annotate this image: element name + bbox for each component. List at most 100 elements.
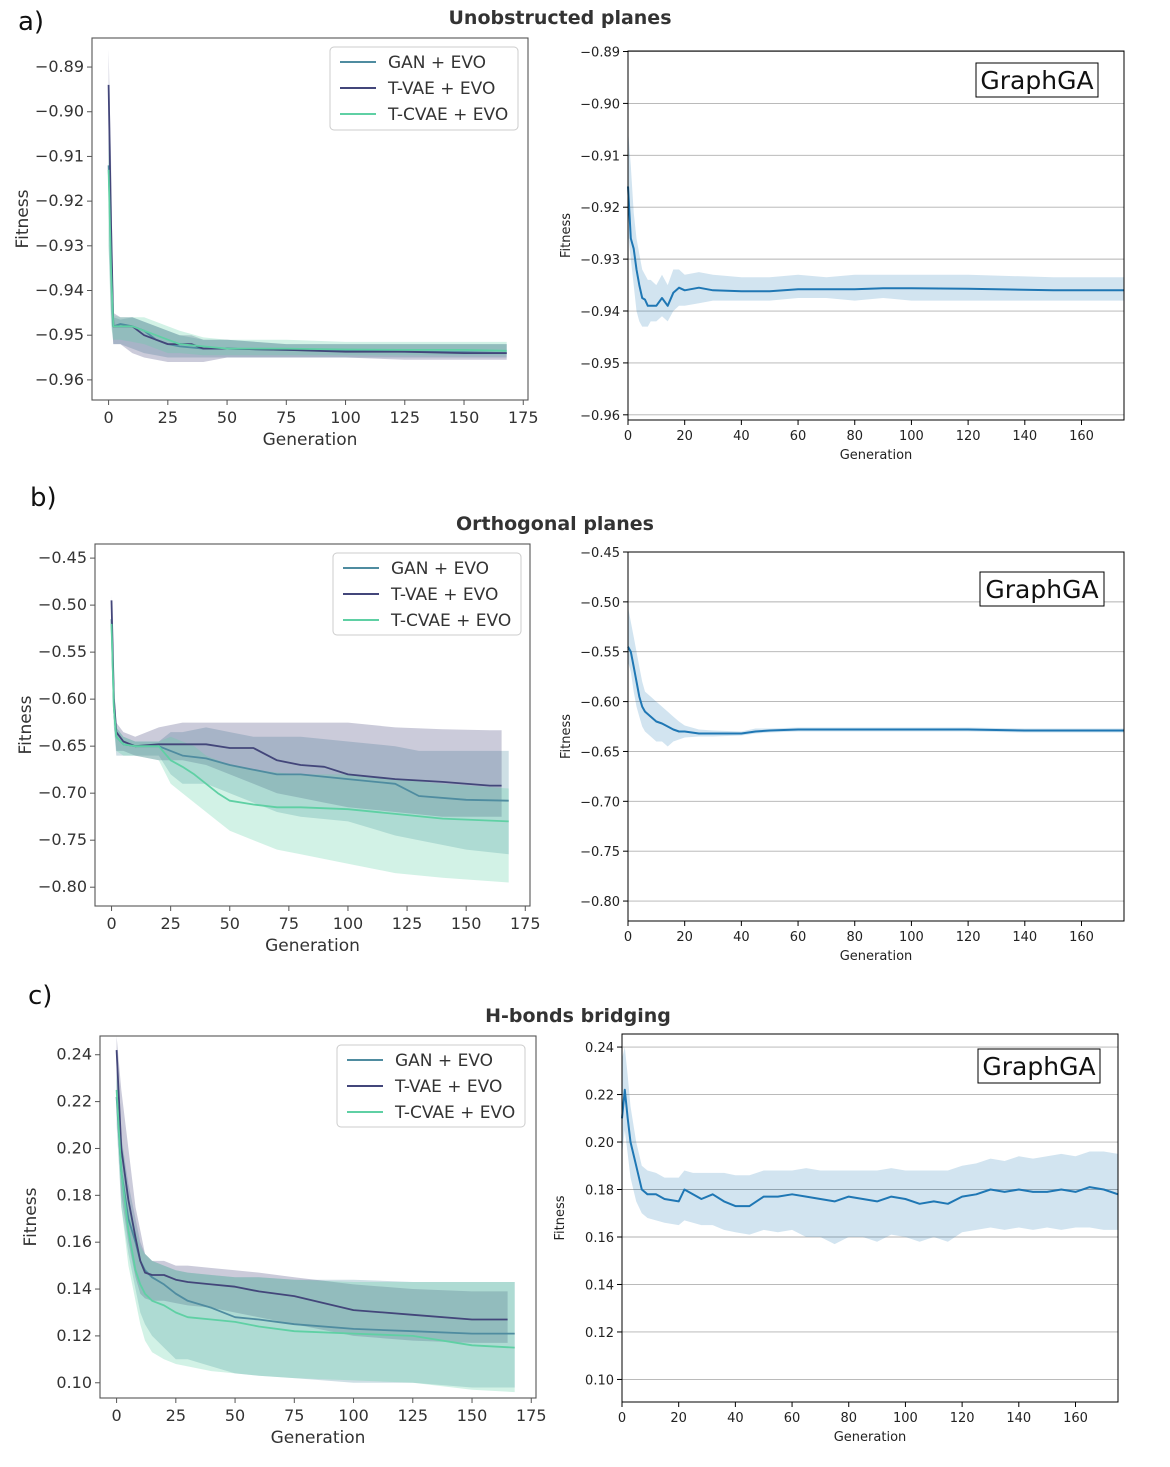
y-tick-label: 0.14 [585,1278,614,1293]
x-tick-label: 0 [624,429,632,444]
x-tick-label: 120 [950,1411,975,1426]
chart-a-left: 0 25 50 75 100 125 150 175 −0.96 −0.95 −0.94 −0.93 −… [13,37,539,450]
legend-label: T-VAE + EVO [394,1077,502,1097]
y-tick-label: −0.45 [38,548,87,567]
chart-c-left: 0 25 50 75 100 125 150 175 0.10 0.12 0.14 0.16 0.18 0… [21,1035,547,1448]
x-tick-label: 25 [158,408,178,427]
annotation-box [977,1048,1101,1084]
x-tick-label: 140 [1012,429,1037,444]
x-tick-label: 150 [451,914,482,933]
x-tick-label: 0 [624,930,632,945]
y-tick-label: −0.94 [35,281,84,300]
plot-area [622,1034,1118,1402]
legend-label: GAN + EVO [391,559,489,579]
x-tick-label: 60 [790,930,807,945]
x-tick-label: 80 [846,429,863,444]
x-tick-label: 20 [676,429,693,444]
x-tick-label: 0 [103,408,113,427]
chart-c-right: 0 20 40 60 80 100 120 140 160 0.10 0.12 0.14 0.16 0.1… [553,1033,1119,1445]
chart-b-left: 0 25 50 75 100 125 150 175 −0.80 −0.75 −0.70 −0.65 −… [16,543,541,956]
legend-label: T-CVAE + EVO [390,611,511,631]
row-title-c: H-bonds bridging [485,1005,671,1027]
x-tick-label: 20 [670,1411,687,1426]
x-tick-label: 0 [618,1411,626,1426]
x-tick-label: 125 [398,1406,429,1425]
legend-box [336,1044,526,1128]
row-title-b: Orthogonal planes [456,513,654,535]
annotation-label: GraphGA [982,1052,1095,1081]
y-axis-label: Fitness [553,1195,568,1240]
x-axis-label: Generation [265,936,360,956]
y-tick-label: −0.50 [38,595,87,614]
x-tick-label: 25 [160,914,180,933]
plot-area [628,51,1124,420]
series-band-gan-evo [111,614,509,855]
x-tick-label: 100 [330,408,361,427]
x-axis-label: Generation [834,1430,907,1445]
series-line-t-vae-evo [115,1050,508,1321]
series-band-t-vae-evo [116,1036,508,1343]
x-tick-label: 150 [449,408,480,427]
x-axis-label: Generation [840,949,913,964]
x-tick-label: 100 [899,429,924,444]
y-tick-label: −0.91 [580,149,620,164]
x-tick-label: 175 [516,1406,547,1425]
x-tick-label: 75 [279,914,299,933]
y-tick-label: −0.65 [38,736,87,755]
x-tick-label: 100 [333,914,364,933]
legend: GAN + EVO T-VAE + EVO T-CVAE + EVO [329,46,519,131]
x-tick-label: 100 [899,930,924,945]
y-tick-label: 0.18 [56,1185,92,1204]
series-line-graphga [621,1088,1119,1208]
plot-frame [627,551,1125,922]
legend-label: T-VAE + EVO [390,585,498,605]
series-band-graphga [628,129,1124,327]
y-tick-label: −0.95 [580,357,620,372]
x-tick-label: 120 [956,930,981,945]
y-tick-label: −0.50 [580,596,620,611]
x-tick-label: 175 [508,408,539,427]
y-axis-label: Fitness [559,213,574,258]
x-tick-label: 50 [220,914,240,933]
plot-frame [94,543,531,907]
series-line-graphga [627,186,1124,307]
x-tick-label: 20 [676,930,693,945]
y-tick-label: −0.65 [580,745,620,760]
x-tick-label: 0 [106,914,116,933]
y-tick-label: 0.20 [585,1136,614,1151]
y-tick-label: −0.70 [38,783,87,802]
y-tick-label: −0.75 [580,845,620,860]
x-tick-label: 40 [727,1411,744,1426]
y-axis-label: Fitness [559,714,574,759]
x-tick-label: 160 [1063,1411,1088,1426]
y-tick-label: −0.90 [580,97,620,112]
y-tick-label: −0.55 [38,642,87,661]
series-band-t-vae-evo [108,49,507,362]
series-band-t-cvae-evo [116,1073,515,1393]
x-tick-label: 160 [1069,429,1094,444]
y-tick-label: 0.18 [585,1184,614,1199]
legend-label: T-CVAE + EVO [387,105,508,125]
x-tick-label: 100 [893,1411,918,1426]
y-tick-label: −0.80 [38,877,87,896]
x-tick-label: 100 [338,1406,369,1425]
y-tick-label: −0.70 [580,795,620,810]
y-tick-label: −0.60 [580,696,620,711]
x-tick-label: 160 [1069,930,1094,945]
x-tick-label: 40 [733,429,750,444]
x-tick-label: 50 [217,408,237,427]
legend-label: GAN + EVO [388,53,486,73]
y-tick-label: 0.12 [585,1326,614,1341]
y-tick-label: −0.91 [35,146,84,165]
series-line-t-vae-evo [110,600,502,787]
plot-area [628,552,1124,921]
y-tick-label: −0.96 [35,370,84,389]
series-line-t-cvae-evo [115,1089,515,1349]
x-tick-label: 175 [510,914,541,933]
y-tick-label: −0.96 [580,409,620,424]
x-tick-label: 150 [457,1406,488,1425]
y-tick-label: −0.45 [580,546,620,561]
y-tick-label: −0.90 [35,102,84,121]
plot-frame [99,1035,537,1399]
